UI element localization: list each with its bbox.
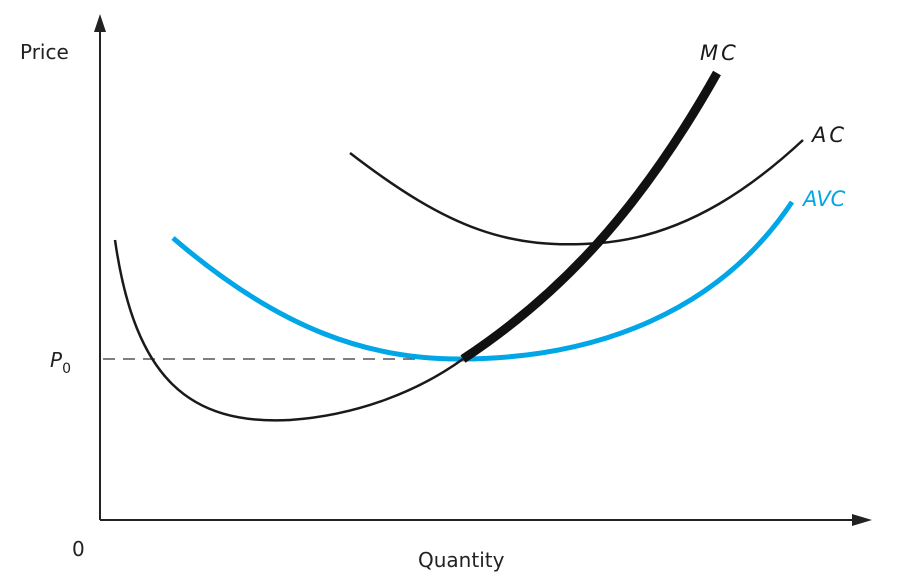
origin-label: 0 (72, 537, 85, 561)
mc-label: MC (700, 41, 739, 65)
y-axis-label: Price (20, 40, 69, 64)
mc-curve-upper (460, 70, 721, 363)
price-p0-label: P0 (50, 348, 71, 377)
avc-curve (171, 200, 795, 362)
y-axis-arrow-icon (94, 14, 106, 32)
mc-curve-lower (113, 239, 464, 422)
ac-label: AC (810, 123, 847, 147)
price-p0-subscript: 0 (62, 361, 71, 377)
axes (94, 14, 872, 526)
x-axis-label: Quantity (418, 548, 505, 572)
ac-curve (349, 139, 804, 246)
avc-label: AVC (801, 187, 846, 211)
price-p0-letter: P (50, 348, 63, 372)
x-axis-arrow-icon (852, 514, 872, 526)
